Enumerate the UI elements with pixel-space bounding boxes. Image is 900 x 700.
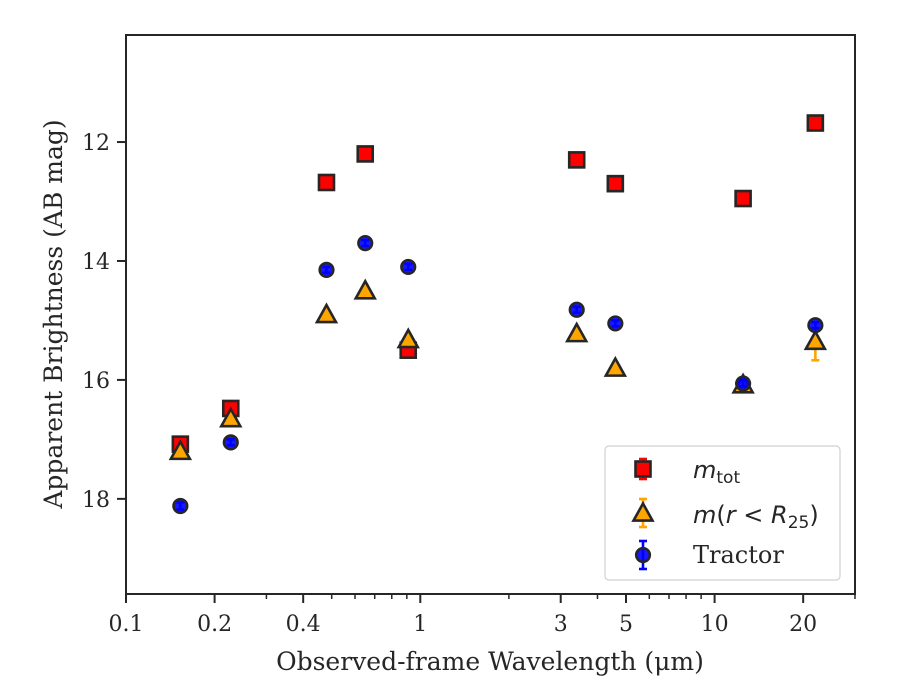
legend-label-mr25-sub: 25 [788,513,810,533]
point-tractor-7 [735,375,752,392]
point-mtot-3 [356,145,375,163]
x-tick-label-2: 0.4 [286,612,321,637]
point-tractor-1 [222,434,239,451]
legend-label-mr25: m(r < R25) [693,501,819,533]
y-tick-label-1: 14 [82,250,110,275]
x-tick-label-6: 10 [701,612,729,637]
y-tick-label-2: 16 [82,369,110,394]
point-mr25-8 [803,329,828,351]
point-mr25-4 [396,327,420,349]
point-mr25-5 [564,321,589,343]
point-mr25-0 [168,439,193,461]
legend-label-tractor: Tractor [693,541,784,569]
point-tractor-0 [172,497,189,515]
legend-box [604,445,841,581]
point-mr25-3 [353,278,377,300]
x-tick-label-0: 0.1 [109,612,144,637]
x-tick-label-3: 1 [413,612,427,637]
x-axis: 0.1 0.2 0.4 1 3 5 10 20 [109,594,856,637]
point-tractor-3 [357,235,374,252]
legend-markers [631,457,655,571]
y-tick-label-3: 18 [82,488,110,513]
x-tick-label-1: 0.2 [197,612,232,637]
x-tick-label-5: 5 [619,612,633,637]
series-mtot [171,114,825,453]
legend-marker-mtot [634,460,652,478]
point-tractor-4 [400,258,417,276]
plot-frame [125,34,856,595]
point-tractor-2 [318,261,335,278]
legend: mtot m(r < R25) Tractor [604,445,841,581]
series-mr25 [168,278,828,461]
data-marks [168,114,828,515]
point-tractor-8 [807,317,824,334]
legend-label-mtot-sub: tot [716,468,740,488]
y-axis-title: Apparent Brightness (AB mag) [39,119,68,509]
point-mtot-5 [567,151,586,169]
point-tractor-6 [607,315,624,332]
y-tick-label-0: 12 [82,131,110,156]
point-mtot-7 [734,189,752,208]
x-tick-label-7: 20 [789,612,817,637]
point-mtot-8 [806,114,825,132]
point-mr25-1 [219,406,243,428]
series-tractor [172,235,824,515]
y-axis: 12 14 16 18 [82,131,126,513]
point-mtot-2 [317,173,336,192]
point-mtot-6 [606,174,625,193]
legend-marker-tractor [634,546,652,564]
point-mr25-2 [314,302,339,324]
legend-marker-mr25 [631,500,655,522]
point-mr25-6 [603,355,628,377]
x-axis-title: Observed-frame Wavelength (μm) [276,647,704,676]
x-tick-label-4: 3 [554,612,568,637]
point-tractor-5 [568,301,585,318]
